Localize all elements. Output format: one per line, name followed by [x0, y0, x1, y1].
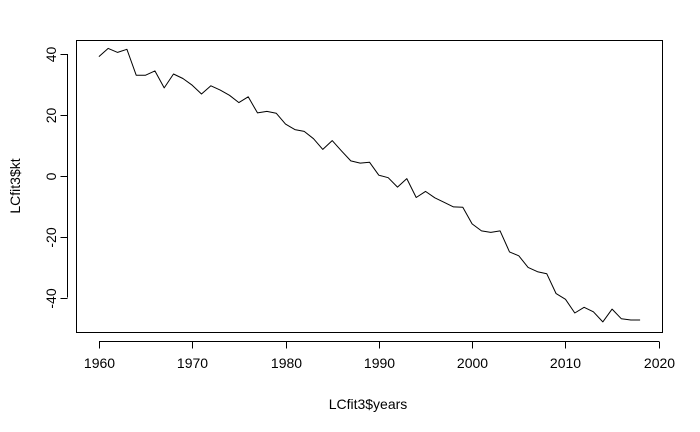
series-layer [98, 47, 641, 323]
y-axis-label: LCfit3$kt [7, 158, 23, 213]
y-axis: -40 -20 0 20 40 [43, 47, 68, 309]
x-tick-label: 1970 [177, 355, 208, 371]
y-tick-label: 0 [43, 172, 59, 180]
y-tick-label: -20 [43, 227, 59, 247]
y-tick-label: -40 [43, 288, 59, 308]
x-tick-label: 1990 [364, 355, 395, 371]
plot-box [76, 40, 663, 333]
x-axis-label: LCfit3$years [329, 396, 408, 412]
x-tick-label: 2000 [457, 355, 488, 371]
y-tick-label: 20 [43, 108, 59, 124]
x-tick-label: 1980 [271, 355, 302, 371]
y-tick-label: 40 [43, 47, 59, 63]
x-tick-label: 2010 [550, 355, 581, 371]
x-axis: 1960 1970 1980 1990 2000 2010 2020 [84, 341, 675, 371]
x-tick-label: 1960 [84, 355, 115, 371]
x-tick-label: 2020 [644, 355, 675, 371]
series-line [98, 47, 641, 323]
